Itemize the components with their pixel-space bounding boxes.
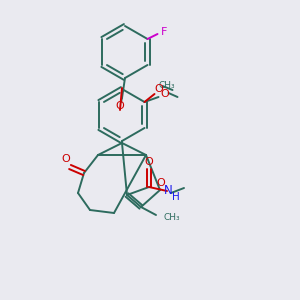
Text: F: F [161, 27, 168, 37]
Text: H: H [172, 192, 180, 202]
Text: N: N [164, 184, 173, 196]
Text: CH₃: CH₃ [164, 214, 181, 223]
Text: CH₃: CH₃ [158, 82, 175, 91]
Text: O: O [145, 157, 153, 167]
Text: O: O [160, 89, 169, 99]
Text: O: O [116, 101, 124, 111]
Text: O: O [61, 154, 70, 164]
Text: O: O [154, 84, 163, 94]
Text: O: O [157, 178, 165, 188]
